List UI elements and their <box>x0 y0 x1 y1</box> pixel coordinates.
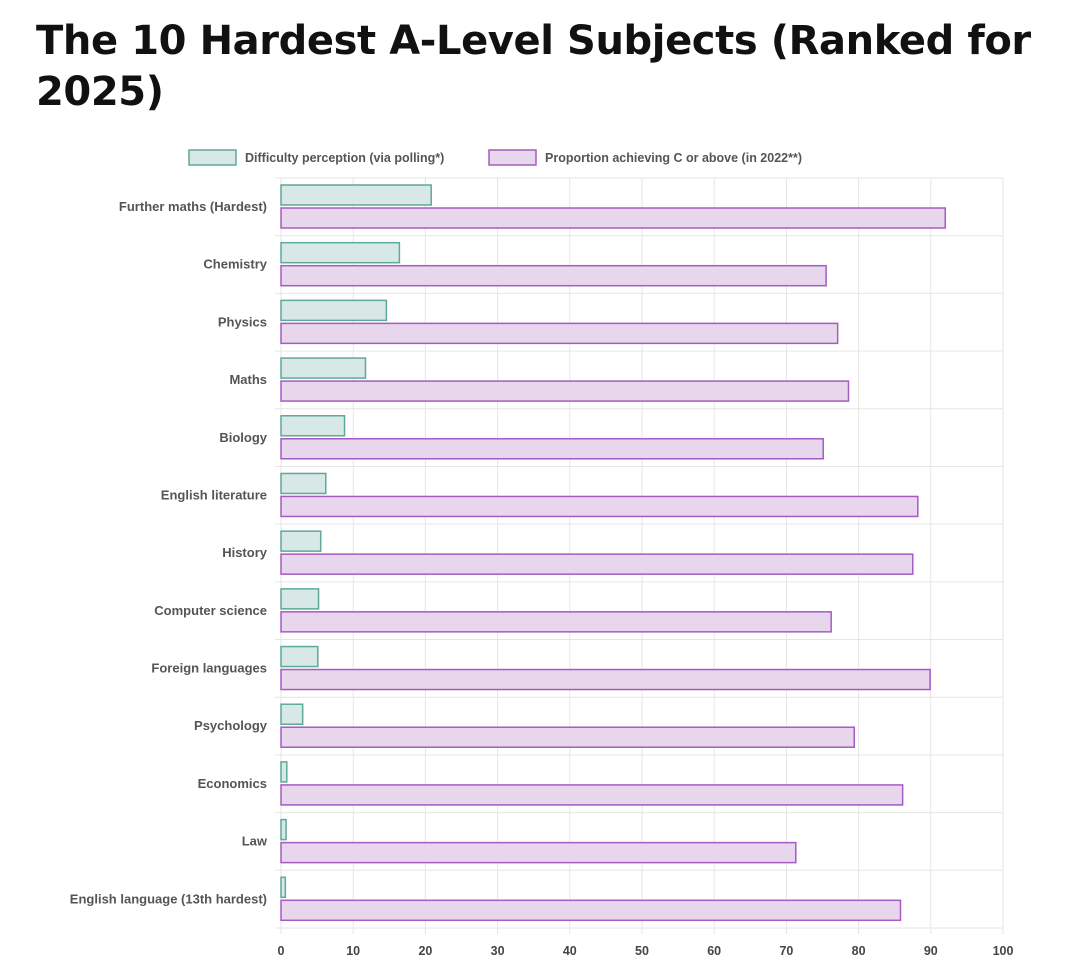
category-label: Physics <box>218 314 267 329</box>
page-title: The 10 Hardest A-Level Subjects (Ranked … <box>36 18 1031 115</box>
bar-difficulty-perception <box>280 415 346 437</box>
bar-difficulty-perception <box>280 588 320 610</box>
x-tick-label: 70 <box>779 944 793 958</box>
category-label: Psychology <box>194 718 268 733</box>
x-tick-label: 60 <box>707 944 721 958</box>
category-label: Economics <box>198 776 267 791</box>
bar-difficulty-perception <box>280 357 367 379</box>
legend-item-proportion-label: Proportion achieving C or above (in 2022… <box>545 151 802 165</box>
bar-difficulty-perception <box>280 530 322 552</box>
category-label: Further maths (Hardest) <box>119 199 267 214</box>
bar-proportion-c-or-above <box>280 207 946 229</box>
category-label: Foreign languages <box>151 661 267 676</box>
category-label: History <box>222 545 268 560</box>
category-label: English literature <box>161 487 267 502</box>
bar-difficulty-perception <box>280 241 401 264</box>
category-label: Chemistry <box>203 257 267 272</box>
x-tick-label: 100 <box>993 944 1014 958</box>
category-label: Biology <box>219 430 267 445</box>
chart-legend: Difficulty perception (via polling*) Prop… <box>188 149 802 166</box>
bar-proportion-c-or-above <box>280 495 919 518</box>
chart-bars <box>280 184 946 922</box>
bar-difficulty-perception <box>280 184 432 206</box>
category-label: English language (13th hardest) <box>70 891 267 906</box>
legend-item-proportion-swatch <box>488 149 537 166</box>
x-tick-label: 0 <box>278 944 285 958</box>
bar-proportion-c-or-above <box>280 322 839 345</box>
x-tick-label: 40 <box>563 944 577 958</box>
bar-proportion-c-or-above <box>280 668 931 691</box>
bar-difficulty-perception <box>280 876 287 899</box>
bar-proportion-c-or-above <box>280 553 914 575</box>
bar-proportion-c-or-above <box>280 726 856 748</box>
category-labels: Further maths (Hardest) Chemistry Physics M… <box>70 199 268 906</box>
bar-proportion-c-or-above <box>280 438 824 460</box>
x-tick-label: 90 <box>924 944 938 958</box>
x-tick-label: 10 <box>346 944 360 958</box>
legend-item-difficulty-label: Difficulty perception (via polling*) <box>245 151 444 165</box>
bar-proportion-c-or-above <box>280 784 904 806</box>
bar-proportion-c-or-above <box>280 899 902 922</box>
bar-proportion-c-or-above <box>280 841 797 864</box>
bar-difficulty-perception <box>280 818 287 841</box>
bar-difficulty-perception <box>280 645 319 668</box>
bar-difficulty-perception <box>280 299 388 322</box>
category-label: Computer science <box>154 603 267 618</box>
category-label: Maths <box>229 372 267 387</box>
bar-difficulty-perception <box>280 761 288 783</box>
bar-proportion-c-or-above <box>280 611 832 633</box>
legend-item-difficulty-swatch <box>188 149 237 166</box>
bar-proportion-c-or-above <box>280 264 827 287</box>
x-tick-label: 50 <box>635 944 649 958</box>
category-label: Law <box>242 834 268 849</box>
x-tick-label: 20 <box>418 944 432 958</box>
x-axis-ticks: 0 10 20 30 40 50 60 70 80 90 100 <box>278 944 1014 958</box>
bar-proportion-c-or-above <box>280 380 850 402</box>
x-tick-label: 30 <box>491 944 505 958</box>
x-tick-label: 80 <box>852 944 866 958</box>
bar-difficulty-perception <box>280 472 327 495</box>
bar-difficulty-perception <box>280 703 304 725</box>
